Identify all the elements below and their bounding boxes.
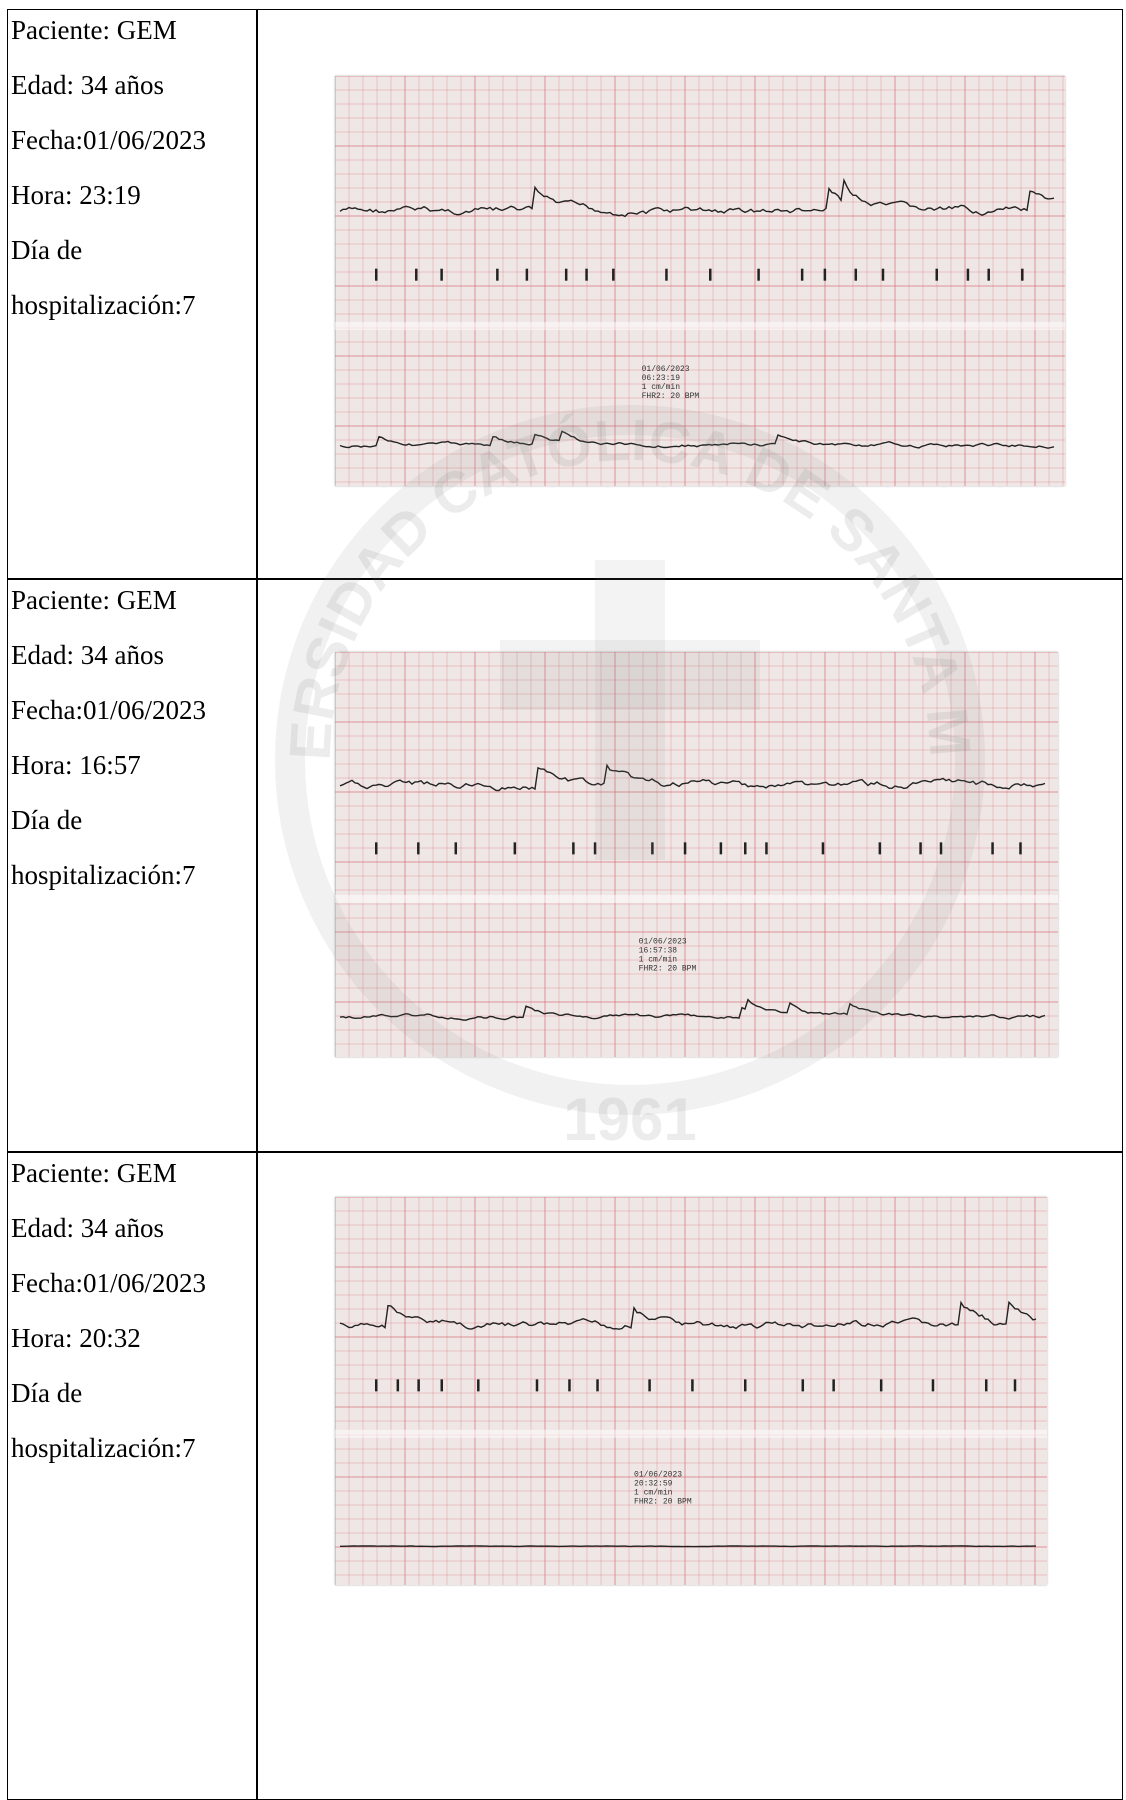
movement-tick [822,842,825,854]
movement-tick [565,269,568,281]
strip-stamp: 1 cm/min [634,1488,673,1497]
movement-tick [744,1379,747,1391]
info-line: Paciente: GEM [11,1158,177,1189]
info-line: Edad: 34 años [11,640,164,671]
movement-tick [572,842,575,854]
strip-stamp: FHR2: 20 BPM [639,965,697,974]
info-cell: Paciente: GEM Edad: 34 años Fecha:01/06/20… [7,9,256,579]
movement-tick [720,842,723,854]
info-line: Fecha:01/06/2023 [11,1268,206,1299]
info-line: Día de [11,235,82,266]
movement-tick [882,269,885,281]
movement-tick [1021,269,1024,281]
paper [335,652,1058,1057]
movement-tick [684,842,687,854]
column-divider [256,9,258,579]
paper [335,76,1065,486]
info-line: hospitalización:7 [11,1433,195,1464]
movement-tick [709,269,712,281]
movement-tick [691,1379,694,1391]
info-line: Paciente: GEM [11,585,177,616]
strip-stamp: 01/06/2023 [634,1470,682,1479]
movement-tick [801,269,804,281]
info-line: Edad: 34 años [11,70,164,101]
movement-tick [477,1379,480,1391]
movement-tick [536,1379,539,1391]
strip-stamp: 20:32:59 [634,1479,673,1488]
movement-tick [526,269,529,281]
info-line: Hora: 23:19 [11,180,141,211]
movement-tick [919,842,922,854]
movement-tick [665,269,668,281]
info-line: hospitalización:7 [11,290,195,321]
movement-tick [594,842,597,854]
movement-tick [991,842,994,854]
movement-tick [932,1379,935,1391]
strip-stamp: 1 cm/min [639,956,678,965]
movement-tick [936,269,939,281]
movement-tick [375,842,378,854]
strip-gap [335,322,1065,330]
strip-stamp: 06:23:19 [642,374,681,383]
movement-tick [375,269,378,281]
strip-stamp: 01/06/2023 [639,938,687,947]
movement-tick [1019,842,1022,854]
movement-tick [651,842,654,854]
movement-tick [514,842,517,854]
strip-stamp: 01/06/2023 [642,365,690,374]
column-divider [256,579,258,1152]
info-line: Hora: 20:32 [11,1323,141,1354]
movement-tick [985,1379,988,1391]
movement-tick [940,842,943,854]
info-line: Fecha:01/06/2023 [11,125,206,156]
movement-tick [1014,1379,1017,1391]
strip-stamp: FHR2: 20 BPM [634,1497,692,1506]
movement-tick [415,269,418,281]
movement-tick [879,842,882,854]
strip-stamp: 16:57:38 [639,947,678,956]
info-line: Fecha:01/06/2023 [11,695,206,726]
movement-tick [612,269,615,281]
movement-tick [987,269,990,281]
movement-tick [765,842,768,854]
movement-tick [744,842,747,854]
movement-tick [417,842,420,854]
movement-tick [824,269,827,281]
page: Paciente: GEM Edad: 34 años Fecha:01/06/20… [0,0,1126,1772]
movement-tick [397,1379,400,1391]
strip-gap [335,1430,1047,1438]
movement-tick [648,1379,651,1391]
strip-stamp: 1 cm/min [642,383,681,392]
info-cell: Paciente: GEM Edad: 34 años Fecha:01/06/20… [7,579,256,1152]
movement-tick [375,1379,378,1391]
movement-tick [455,842,458,854]
info-line: hospitalización:7 [11,860,195,891]
movement-tick [417,1379,420,1391]
uterine-trace [340,1546,1036,1547]
movement-tick [757,269,760,281]
movement-tick [832,1379,835,1391]
movement-tick [880,1379,883,1391]
info-line: Edad: 34 años [11,1213,164,1244]
movement-tick [440,269,443,281]
movement-tick [967,269,970,281]
movement-tick [441,1379,444,1391]
movement-tick [585,269,588,281]
movement-tick [802,1379,805,1391]
strip-gap [335,895,1058,903]
info-line: Día de [11,1378,82,1409]
info-line: Paciente: GEM [11,15,177,46]
movement-tick [496,269,499,281]
info-cell: Paciente: GEM Edad: 34 años Fecha:01/06/20… [7,1152,256,1800]
movement-tick [568,1379,571,1391]
movement-tick [855,269,858,281]
info-line: Hora: 16:57 [11,750,141,781]
strip-stamp: FHR2: 20 BPM [642,392,700,401]
movement-tick [596,1379,599,1391]
ctg-photo: 01/06/202306:23:191 cm/minFHR2: 20 BPM [335,76,1065,486]
info-line: Día de [11,805,82,836]
column-divider [256,1152,258,1800]
